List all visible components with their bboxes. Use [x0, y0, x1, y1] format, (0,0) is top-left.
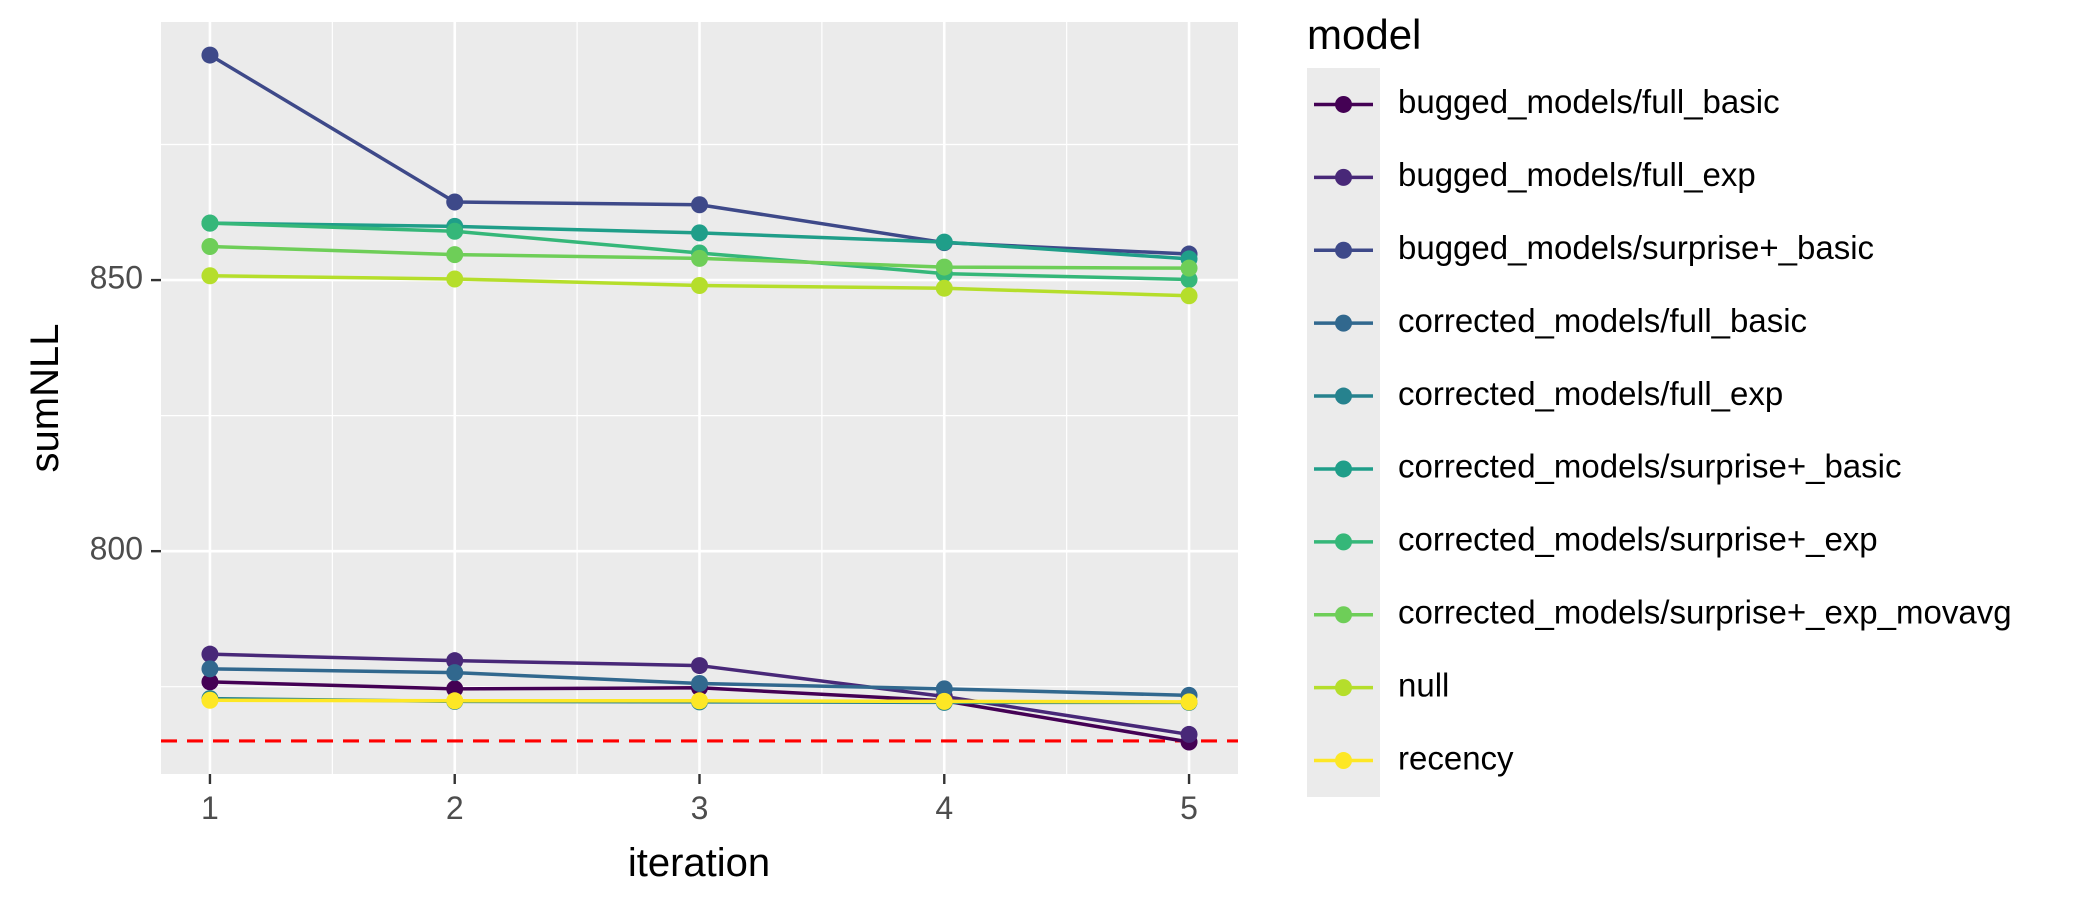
- legend-item: recency: [1314, 739, 1514, 776]
- data-point: [446, 270, 464, 288]
- data-point: [1180, 259, 1198, 277]
- y-axis-title: sumNLL: [23, 324, 67, 473]
- x-tick-label: 1: [201, 790, 219, 826]
- x-tick-label: 2: [446, 790, 464, 826]
- legend-key-point: [1335, 95, 1352, 113]
- data-point: [201, 267, 219, 285]
- data-point: [446, 193, 464, 211]
- y-tick-label: 800: [90, 531, 143, 567]
- legend-label: null: [1398, 666, 1449, 703]
- data-point: [935, 258, 953, 276]
- series: [201, 237, 1198, 277]
- legend-item: corrected_models/full_basic: [1314, 302, 1807, 339]
- x-tick-label: 4: [935, 790, 953, 826]
- legend: model bugged_models/full_basicbugged_mod…: [1307, 11, 2012, 797]
- legend-key-point: [1335, 387, 1352, 405]
- data-point: [1180, 287, 1198, 305]
- y-tick-label: 850: [90, 260, 143, 296]
- legend-key-point: [1335, 606, 1352, 624]
- data-point: [691, 674, 708, 692]
- legend-key-point: [1335, 533, 1352, 551]
- legend-label: bugged_models/full_basic: [1398, 83, 1780, 120]
- legend-label: corrected_models/full_exp: [1398, 375, 1783, 412]
- legend-key-point: [1335, 679, 1352, 697]
- legend-key-point: [1335, 314, 1352, 332]
- x-tick-label: 3: [691, 790, 709, 826]
- legend-label: recency: [1398, 739, 1514, 776]
- legend-label: corrected_models/surprise+_exp: [1398, 521, 1878, 558]
- data-point: [935, 680, 953, 698]
- y-axis: 800 850: [90, 260, 161, 567]
- x-tick-label: 5: [1180, 790, 1198, 826]
- data-point: [201, 645, 219, 663]
- legend-label: corrected_models/surprise+_basic: [1398, 448, 1902, 485]
- data-point: [1180, 725, 1198, 743]
- data-point: [201, 673, 219, 691]
- data-point: [691, 276, 708, 294]
- legend-item: bugged_models/full_exp: [1314, 156, 1756, 193]
- series-layer: [201, 46, 1198, 751]
- data-point: [446, 652, 464, 670]
- data-point: [446, 246, 464, 264]
- legend-item: corrected_models/full_exp: [1314, 375, 1783, 412]
- legend-key-point: [1335, 460, 1352, 478]
- data-point: [201, 660, 219, 678]
- legend-item: corrected_models/surprise+_basic: [1314, 448, 1902, 485]
- legend-title: model: [1307, 11, 1421, 58]
- data-point: [691, 657, 708, 675]
- data-point: [691, 224, 708, 242]
- legend-label: bugged_models/surprise+_basic: [1398, 229, 1874, 266]
- data-point: [935, 233, 953, 251]
- series: [201, 660, 1198, 704]
- x-axis: 1 2 3 4 5: [201, 774, 1198, 826]
- data-point: [446, 664, 464, 682]
- legend-key-point: [1335, 168, 1352, 186]
- legend-label: corrected_models/full_basic: [1398, 302, 1807, 339]
- legend-item: corrected_models/surprise+_exp: [1314, 521, 1878, 558]
- legend-key-point: [1335, 752, 1352, 770]
- data-point: [691, 196, 708, 214]
- series: [201, 691, 1198, 711]
- data-point: [935, 279, 953, 297]
- data-point: [446, 680, 464, 698]
- legend-item: bugged_models/surprise+_basic: [1314, 229, 1874, 266]
- series: [201, 267, 1198, 305]
- data-point: [935, 692, 953, 710]
- legend-label: corrected_models/surprise+_exp_movavg: [1398, 593, 2012, 630]
- data-point: [691, 692, 708, 710]
- legend-key-point: [1335, 241, 1352, 259]
- data-point: [201, 46, 219, 64]
- legend-item: null: [1314, 666, 1449, 703]
- data-point: [691, 249, 708, 267]
- data-point: [201, 691, 219, 709]
- data-point: [201, 237, 219, 255]
- legend-label: bugged_models/full_exp: [1398, 156, 1756, 193]
- legend-items: bugged_models/full_basic bugged_models/fu…: [1314, 83, 2012, 776]
- data-point: [446, 222, 464, 240]
- data-point: [201, 214, 219, 232]
- data-point: [446, 692, 464, 710]
- legend-key-background: [1307, 68, 1380, 797]
- legend-item: bugged_models/full_basic: [1314, 83, 1780, 120]
- legend-item: corrected_models/surprise+_exp_movavg: [1314, 593, 2012, 630]
- data-point: [1180, 693, 1198, 711]
- x-axis-title: iteration: [628, 841, 770, 885]
